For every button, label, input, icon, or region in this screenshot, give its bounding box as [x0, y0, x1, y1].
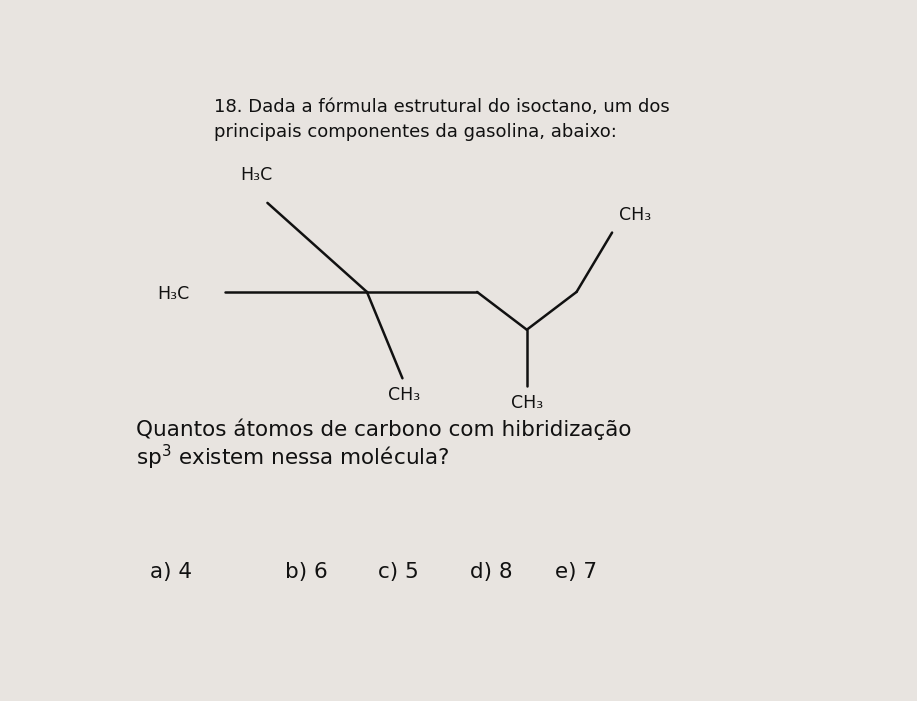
Text: c) 5: c) 5	[378, 562, 418, 582]
Text: principais componentes da gasolina, abaixo:: principais componentes da gasolina, abai…	[215, 123, 617, 141]
Text: CH₃: CH₃	[389, 386, 421, 404]
Text: 18. Dada a fórmula estrutural do isoctano, um dos: 18. Dada a fórmula estrutural do isoctan…	[215, 97, 670, 116]
Text: CH₃: CH₃	[619, 207, 651, 224]
Text: a) 4: a) 4	[150, 562, 193, 582]
Text: H₃C: H₃C	[240, 166, 273, 184]
Text: CH₃: CH₃	[511, 395, 543, 412]
Text: sp$^3$ existem nessa molécula?: sp$^3$ existem nessa molécula?	[136, 443, 449, 472]
Text: e) 7: e) 7	[556, 562, 597, 582]
Text: d) 8: d) 8	[470, 562, 513, 582]
Text: Quantos átomos de carbono com hibridização: Quantos átomos de carbono com hibridizaç…	[136, 418, 632, 440]
Text: H₃C: H₃C	[157, 285, 189, 303]
Text: b) 6: b) 6	[285, 562, 328, 582]
